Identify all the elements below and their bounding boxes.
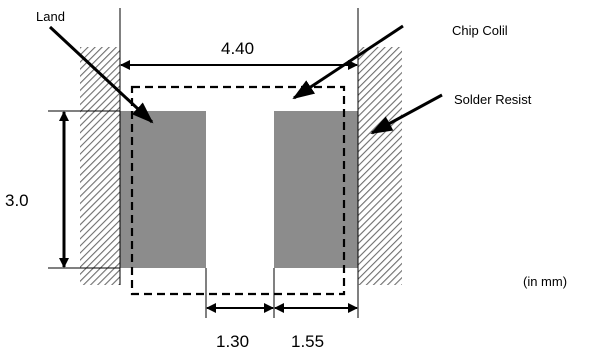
label-units: (in mm)	[523, 274, 568, 289]
dim-value-gap-width: 1.30	[216, 332, 250, 351]
dim-value-land-width: 1.55	[291, 332, 325, 351]
chip-coil-outline	[130, 85, 346, 296]
label-land: Land	[36, 9, 65, 24]
dim-value-overall-width: 4.40	[221, 39, 255, 58]
solder-resist-right	[358, 47, 402, 285]
label-chip-coil: Chip Colil	[452, 23, 508, 38]
leader-arrow-chip-coil	[292, 24, 404, 100]
solder-resist-left	[80, 47, 120, 285]
leader-arrow-solder-resist	[370, 93, 443, 135]
dim-value-land-height: 3.0	[5, 191, 29, 210]
leader-arrow-land	[48, 25, 154, 124]
land-pad-left	[120, 111, 206, 268]
land-pad-right	[274, 111, 358, 268]
label-solder-resist: Solder Resist	[454, 92, 532, 107]
